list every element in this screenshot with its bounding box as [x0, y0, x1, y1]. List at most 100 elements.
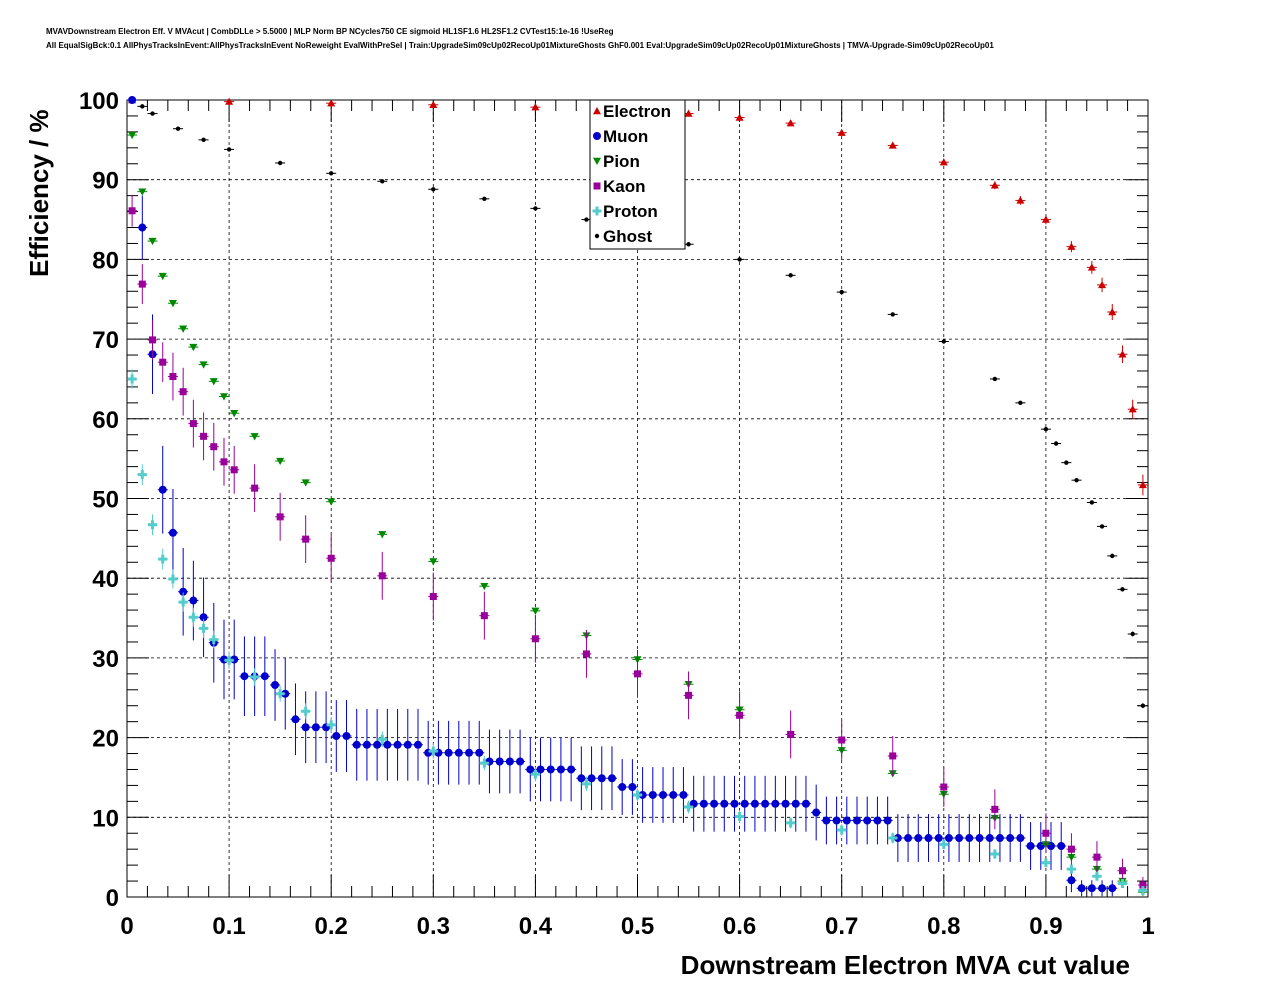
- ghost-point: [380, 179, 385, 184]
- ghost-point: [737, 257, 742, 262]
- electron-point: [939, 158, 948, 166]
- pion-point: [168, 300, 177, 308]
- x-tick-label: 1: [1141, 913, 1154, 940]
- kaon-point: [838, 736, 846, 744]
- kaon-point: [210, 443, 218, 451]
- proton-point: [224, 655, 234, 665]
- series-proton: [127, 369, 1148, 896]
- kaon-point: [531, 635, 539, 643]
- pion-point: [230, 410, 239, 418]
- ghost-point: [584, 217, 589, 222]
- proton-point: [188, 612, 198, 622]
- muon-point: [291, 715, 300, 724]
- electron-point: [837, 128, 846, 136]
- y-tick-label: 10: [92, 805, 119, 832]
- muon-point: [710, 799, 719, 808]
- legend: Electron Muon Pion Kaon Proton Ghost: [589, 99, 686, 250]
- proton-point: [1066, 864, 1076, 874]
- legend-label-kaon: Kaon: [603, 177, 646, 196]
- proton-point: [581, 779, 591, 789]
- y-tick-label: 80: [92, 247, 119, 274]
- muon-point: [526, 765, 535, 774]
- electron-point: [531, 103, 540, 111]
- pion-point: [158, 272, 167, 281]
- proton-point: [530, 769, 540, 779]
- pion-point: [138, 188, 147, 196]
- kaon-point: [582, 650, 590, 658]
- y-tick-label: 40: [92, 566, 119, 593]
- muon-point: [618, 783, 627, 792]
- electron-point: [1118, 350, 1127, 358]
- y-tick-label: 20: [92, 726, 119, 753]
- ghost-point: [482, 196, 487, 202]
- muon-point: [475, 748, 484, 757]
- muon-point: [699, 799, 708, 808]
- muon-point: [812, 808, 821, 817]
- electron-point: [888, 141, 897, 149]
- proton-point: [158, 554, 168, 564]
- muon-point: [138, 223, 147, 232]
- muon-point: [1077, 884, 1086, 893]
- pion-point: [179, 325, 188, 333]
- legend-marker-ghost: [594, 233, 600, 239]
- muon-point: [679, 790, 688, 799]
- proton-point: [939, 839, 949, 849]
- muon-point: [158, 485, 167, 494]
- pion-point: [301, 479, 310, 487]
- muon-point: [332, 732, 341, 741]
- kaon-point: [169, 373, 177, 381]
- x-tick-label: 0.5: [621, 913, 654, 940]
- legend-label-electron: Electron: [603, 102, 671, 121]
- kaon-point: [276, 513, 284, 521]
- kaon-point: [889, 752, 897, 760]
- muon-point: [1057, 841, 1066, 850]
- muon-point: [199, 613, 208, 622]
- x-tick-label: 0.7: [825, 913, 858, 940]
- series-electron: [127, 96, 1148, 496]
- ghost-point: [1099, 524, 1105, 529]
- muon-point: [720, 799, 729, 808]
- electron-point: [1098, 280, 1107, 289]
- legend-box: [589, 99, 686, 250]
- pion-point: [199, 361, 208, 369]
- series-kaon: [127, 194, 1148, 894]
- chart-title-line-2: All EqualSigBck:0.1 AllPhysTracksInEvent…: [46, 41, 994, 50]
- muon-point: [311, 723, 320, 732]
- muon-point: [567, 765, 576, 774]
- kaon-point: [128, 207, 136, 215]
- muon-point: [271, 680, 280, 689]
- proton-point: [1041, 858, 1051, 868]
- x-tick-label: 0.6: [723, 913, 756, 940]
- ghost-point: [1140, 703, 1146, 708]
- x-tick-label: 0.1: [212, 913, 245, 940]
- muon-point: [352, 740, 361, 749]
- muon-point: [853, 816, 862, 825]
- muon-point: [1067, 876, 1076, 885]
- muon-point: [904, 834, 913, 843]
- ghost-point: [140, 104, 145, 109]
- ghost-point: [1089, 500, 1095, 505]
- kaon-point: [1067, 845, 1075, 853]
- muon-point: [597, 774, 606, 783]
- muon-point: [863, 816, 872, 825]
- ghost-point: [431, 187, 436, 192]
- ghost-point: [1043, 426, 1049, 432]
- ghost-point: [277, 160, 283, 166]
- proton-point: [479, 758, 489, 768]
- muon-point: [1108, 884, 1117, 893]
- proton-point: [326, 720, 336, 730]
- ghost-point: [686, 242, 691, 247]
- pion-point: [128, 131, 137, 140]
- muon-point: [1026, 841, 1035, 850]
- pion-point: [250, 433, 259, 441]
- muon-point: [924, 834, 933, 843]
- kaon-point: [940, 783, 948, 791]
- kaon-point: [736, 711, 744, 719]
- muon-point: [240, 672, 249, 681]
- muon-point: [342, 732, 351, 741]
- muon-point: [669, 790, 678, 799]
- legend-marker-proton: [592, 206, 602, 216]
- muon-point: [1016, 834, 1025, 843]
- electron-point: [786, 119, 795, 127]
- kaon-point: [159, 358, 167, 366]
